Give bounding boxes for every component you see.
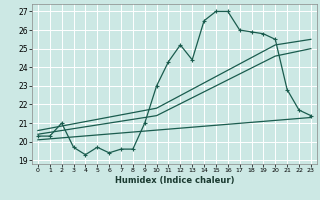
X-axis label: Humidex (Indice chaleur): Humidex (Indice chaleur): [115, 176, 234, 185]
